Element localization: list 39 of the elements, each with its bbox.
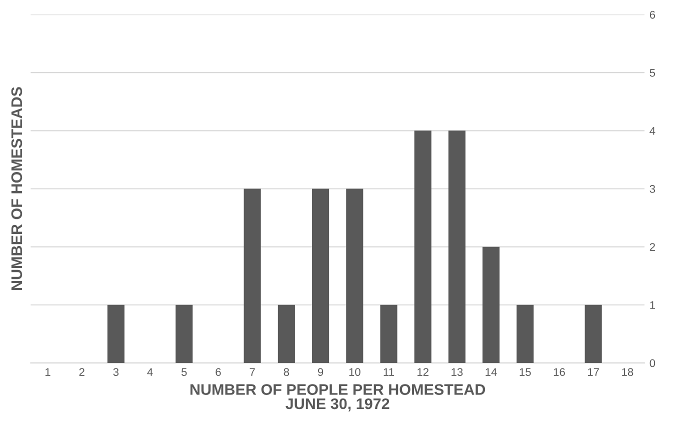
bar [312, 188, 330, 363]
bar [414, 130, 432, 363]
x-tick-label: 5 [181, 368, 187, 376]
x-tick-label: 7 [250, 368, 255, 376]
bar [584, 304, 602, 363]
x-tick-label: 17 [588, 368, 599, 376]
x-tick-label: 13 [452, 368, 463, 376]
y-tick-label: 5 [650, 69, 656, 77]
x-tick-label: 11 [384, 368, 394, 376]
x-tick-label: 4 [147, 368, 153, 376]
y-tick-label: 4 [650, 127, 656, 135]
bar [448, 130, 466, 363]
bar [278, 304, 295, 363]
y-tick-label: 0 [650, 359, 656, 368]
y-tick-label: 2 [650, 243, 655, 251]
bar [482, 246, 500, 363]
x-tick-label: 18 [622, 368, 634, 376]
x-tick-label: 3 [113, 368, 119, 376]
x-tick-label: 14 [486, 368, 497, 376]
bar [244, 188, 261, 363]
x-tick-label: 15 [520, 368, 531, 376]
x-tick-label: 12 [418, 368, 428, 376]
x-tick-label: 6 [216, 368, 221, 376]
bar [107, 304, 124, 363]
bar [380, 304, 398, 363]
x-tick-label: 16 [554, 368, 565, 376]
y-tick-label: 1 [650, 301, 655, 309]
x-tick-label: 9 [318, 368, 324, 376]
bar [176, 304, 193, 363]
x-tick-label: 2 [79, 368, 84, 376]
y-tick-label: 3 [650, 185, 656, 193]
bar [346, 188, 364, 363]
x-axis-title: NUMBER OF PEOPLE PER HOMESTEAD JUNE 30, 1972 [190, 384, 486, 412]
y-axis-title: NUMBER OF HOMESTEADS [11, 87, 22, 290]
bar [516, 304, 534, 363]
y-tick-label: 6 [650, 10, 656, 19]
x-tick-label: 10 [349, 368, 360, 376]
x-tick-label: 1 [46, 368, 50, 376]
x-tick-label: 8 [284, 368, 290, 376]
